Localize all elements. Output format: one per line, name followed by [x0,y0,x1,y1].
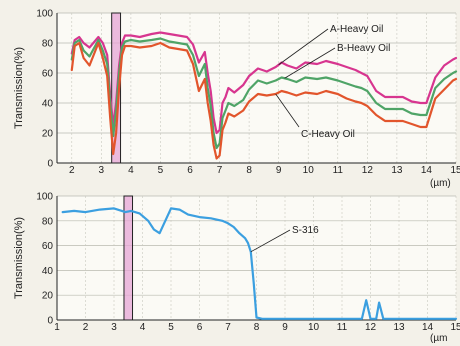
x-axis-unit: (µm [430,333,447,344]
x-tick-label: 5 [158,165,164,176]
annotation-label: B-Heavy Oil [337,43,390,54]
x-tick-label: 9 [276,165,282,176]
x-tick-label: 6 [197,322,203,333]
x-axis-unit: (µm) [430,178,451,189]
x-tick-label: 8 [254,322,260,333]
x-tick-labels: 1 2 3 4 5 6 7 8 9 10 11 12 13 14 15 [54,322,460,333]
y-tick-label: 100 [36,9,53,20]
x-tick-label: 12 [365,322,377,333]
x-tick-label: 8 [246,165,252,176]
x-tick-label: 15 [450,322,460,333]
x-tick-label: 15 [450,165,460,176]
annotation-leader [275,93,300,128]
x-tick-labels: 2 3 4 5 6 7 8 9 10 11 12 13 14 15 [69,165,460,176]
x-tick-label: 7 [217,165,223,176]
x-tick-label: 3 [99,165,105,176]
x-tick-label: 10 [303,165,315,176]
x-tick-label: 11 [337,322,348,333]
series-line-s-316 [61,207,458,320]
annotation-label: A-Heavy Oil [330,24,383,35]
chart-heavy-oil: 2 3 4 5 6 7 8 9 10 11 12 13 14 15 0 20 40 60 80 100 A-Heav… [13,9,460,190]
x-tick-label: 5 [168,322,174,333]
annotation-label: C-Heavy Oil [301,129,355,140]
series-line-b-heavy-oil [70,37,458,150]
series-lines [61,207,458,320]
y-tick-labels: 0 20 40 60 80 100 [36,192,53,327]
y-tick-label: 0 [47,159,53,170]
y-tick-label: 80 [42,39,54,50]
x-tick-label: 13 [391,165,403,176]
series-lines [70,31,458,160]
x-tick-label: 4 [128,165,134,176]
highlight-band [123,195,134,321]
x-tick-label: 2 [83,322,89,333]
x-tick-label: 4 [140,322,146,333]
annotations: A-Heavy Oil B-Heavy Oil C-Heavy Oil [275,24,390,140]
x-tick-label: 2 [69,165,75,176]
y-tick-labels: 0 20 40 60 80 100 [36,9,53,170]
x-tick-label: 10 [308,322,320,333]
x-tick-label: 1 [54,322,60,333]
y-tick-label: 0 [47,316,53,327]
annotation-leader [250,229,291,253]
x-tick-label: 3 [111,322,117,333]
y-tick-label: 60 [42,69,54,80]
series-line-c-heavy-oil [70,41,458,160]
annotations: S-316 [250,225,319,253]
annotation-leader [278,28,329,66]
x-tick-label: 12 [362,165,374,176]
annotation-label: S-316 [292,225,319,236]
grid [56,195,457,321]
x-tick-label: 13 [393,322,405,333]
axes [56,13,456,164]
y-axis-label: Transmission(%) [13,47,25,129]
x-tick-label: 14 [421,165,433,176]
y-tick-label: 20 [42,291,54,302]
x-tick-label: 9 [282,322,288,333]
y-tick-label: 20 [42,129,54,140]
y-tick-label: 100 [36,192,53,203]
y-tick-label: 40 [42,99,54,110]
y-tick-label: 40 [42,266,54,277]
x-tick-label: 6 [187,165,193,176]
x-tick-label: 14 [422,322,434,333]
y-tick-label: 60 [42,241,54,252]
y-axis-label: Transmission(%) [13,217,25,299]
x-tick-label: 11 [333,165,344,176]
y-tick-label: 80 [42,216,54,227]
axes [56,196,456,321]
x-tick-label: 7 [225,322,231,333]
annotation-leader [284,47,336,79]
highlight-band-rect [123,195,134,321]
